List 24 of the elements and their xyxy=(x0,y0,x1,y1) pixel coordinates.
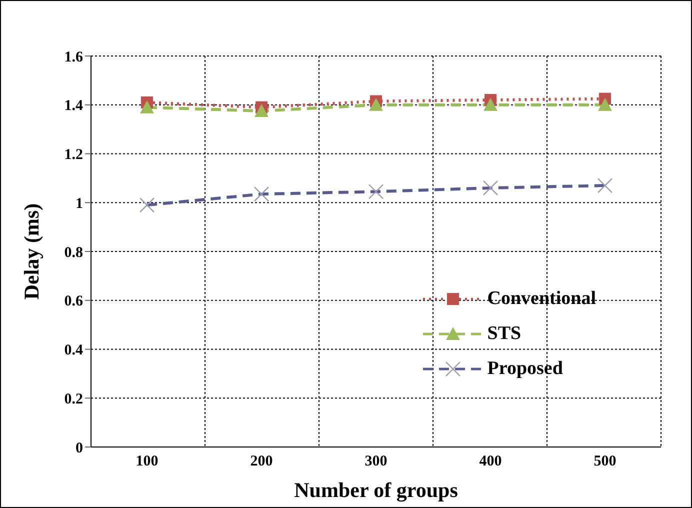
point xyxy=(598,98,612,111)
x-tick-label: 300 xyxy=(364,454,388,470)
legend-label: Proposed xyxy=(487,358,563,380)
point xyxy=(369,98,383,111)
y-tick-label: 1.6 xyxy=(64,49,84,66)
point xyxy=(140,100,154,114)
x-tick-label: 200 xyxy=(250,454,273,470)
y-tick-label: 1.4 xyxy=(64,98,84,114)
legend-label: STS xyxy=(487,322,522,344)
y-tick-label: 0.2 xyxy=(64,391,83,408)
x-tick-label: 400 xyxy=(479,454,502,470)
x-tick-label: 500 xyxy=(594,454,616,470)
legend-label: Conventional xyxy=(487,288,596,310)
x-axis-title: Number of groups xyxy=(294,478,458,502)
point xyxy=(484,98,498,111)
y-tick-label: 1.2 xyxy=(64,147,83,164)
y-tick-label: 1 xyxy=(76,196,83,212)
y-tick-label: 0 xyxy=(76,440,83,456)
y-tick-label: 0.8 xyxy=(64,244,83,261)
y-tick-label: 0.4 xyxy=(64,342,84,359)
y-tick-label: 0.6 xyxy=(64,294,84,310)
x-tick-label: 100 xyxy=(136,454,158,470)
y-axis-title: Delay (ms) xyxy=(19,203,44,300)
point xyxy=(254,104,268,117)
